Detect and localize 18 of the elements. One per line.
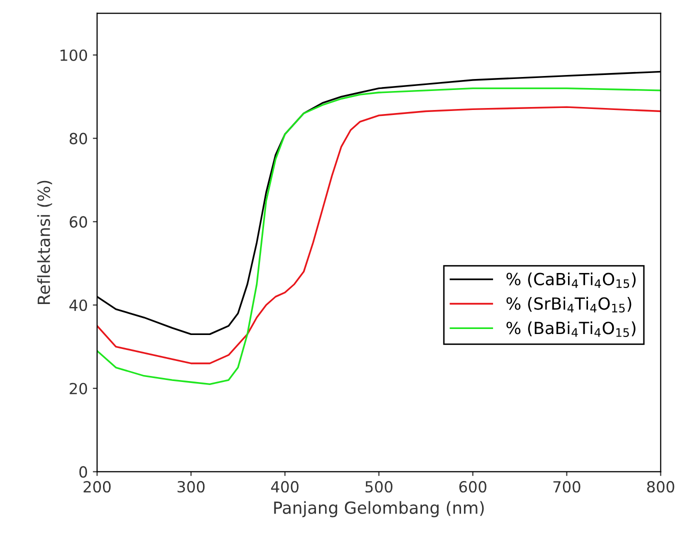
x-tick-label: 800 [647,481,674,493]
y-tick-label: 100 [60,49,88,62]
legend-label: % (SrBi$_{4}$Ti$_{4}$O$_{15}$) [506,296,632,312]
x-tick-label: 500 [365,481,392,493]
y-tick-label: 40 [69,299,88,312]
x-tick-label: 600 [459,481,486,493]
x-tick-label: 300 [178,481,205,493]
x-tick-label: 200 [84,481,111,493]
legend-label: % (BaBi$_{4}$Ti$_{4}$O$_{15}$) [506,321,636,337]
legend-label: % (CaBi$_{4}$Ti$_{4}$O$_{15}$) [506,272,636,288]
y-axis-title: Reflektansi (%) [37,180,52,304]
x-axis-title: Panjang Gelombang (nm) [274,501,484,518]
x-tick-label: 400 [271,481,299,493]
y-tick-label: 60 [70,216,88,228]
x-tick-label: 700 [553,481,580,493]
y-tick-label: 20 [70,382,88,394]
y-tick-label: 0 [79,466,88,478]
y-tick-label: 80 [70,132,88,144]
